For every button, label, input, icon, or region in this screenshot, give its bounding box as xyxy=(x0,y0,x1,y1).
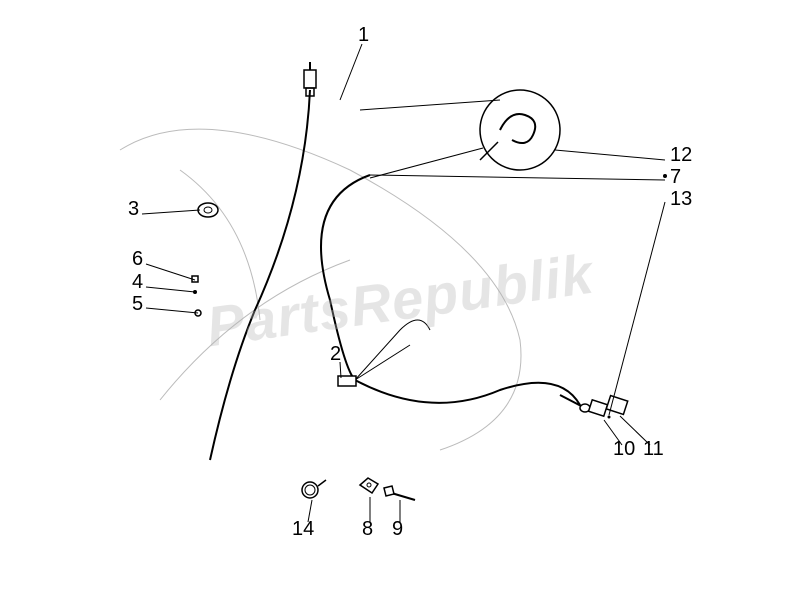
callout-label-5: 5 xyxy=(132,293,143,316)
callout-label-13: 13 xyxy=(670,188,692,211)
callout-label-12: 12 xyxy=(670,144,692,167)
callout-label-4: 4 xyxy=(132,271,143,294)
callout-label-8: 8 xyxy=(362,518,373,541)
diagram-canvas: PartsRepublik 1 3 6 4 5 2 12 7 13 10 11 … xyxy=(0,0,800,600)
callout-label-6: 6 xyxy=(132,248,143,271)
callout-label-11: 11 xyxy=(643,438,664,461)
callout-label-9: 9 xyxy=(392,518,403,541)
diagram-svg xyxy=(0,0,800,600)
callout-label-1: 1 xyxy=(358,24,369,47)
callout-label-10: 10 xyxy=(613,438,635,461)
callout-label-2: 2 xyxy=(330,343,341,366)
callout-label-7: 7 xyxy=(670,166,681,189)
callout-label-3: 3 xyxy=(128,198,139,221)
callout-label-14: 14 xyxy=(292,518,314,541)
